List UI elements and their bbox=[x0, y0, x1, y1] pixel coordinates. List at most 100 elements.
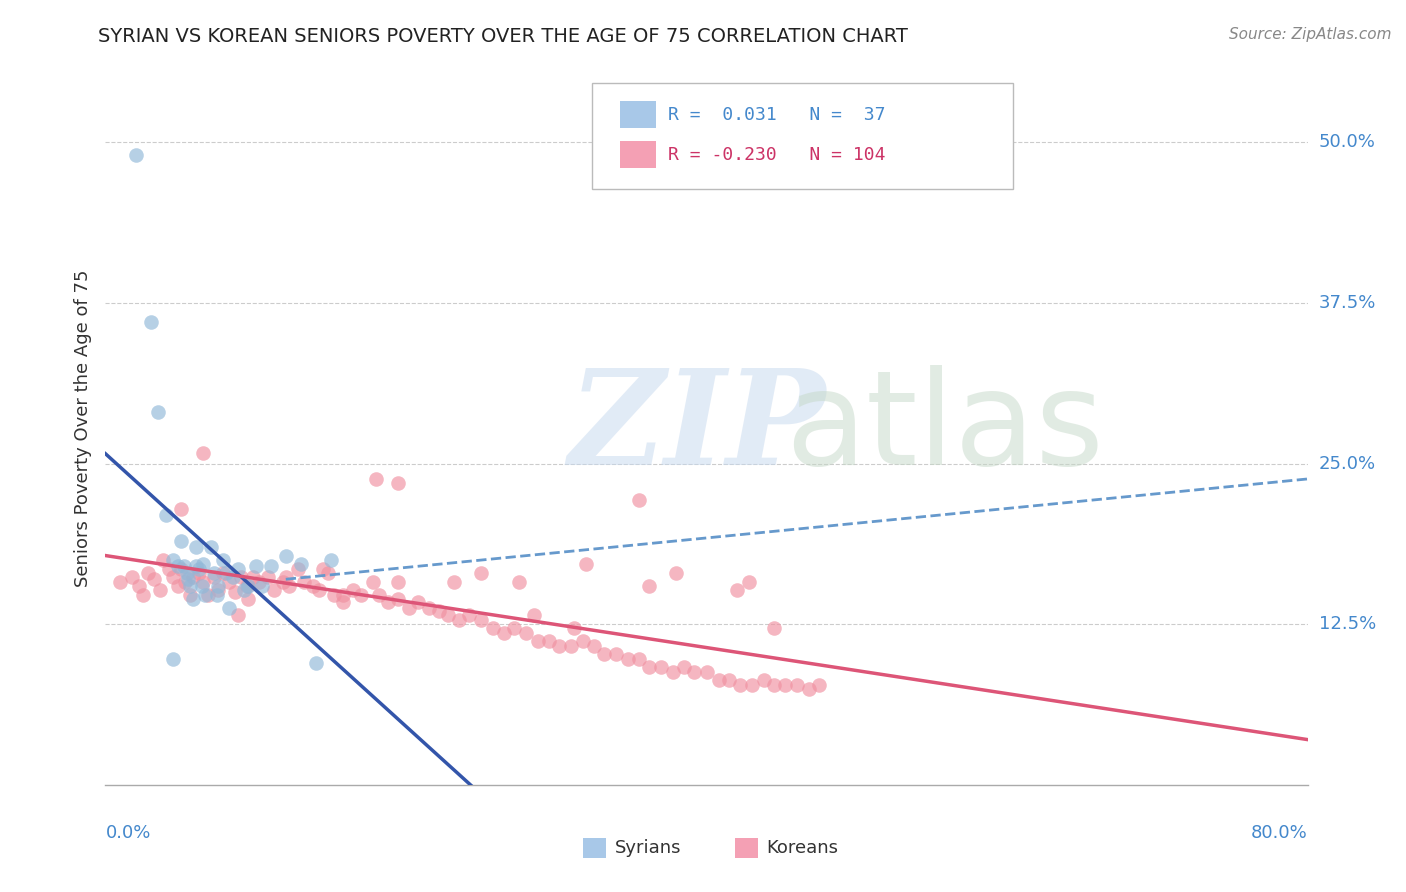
Point bbox=[377, 595, 399, 609]
Point bbox=[683, 665, 706, 679]
Point bbox=[418, 600, 440, 615]
Point bbox=[190, 579, 212, 593]
Text: ZIP: ZIP bbox=[568, 364, 825, 492]
Point bbox=[205, 588, 228, 602]
Point bbox=[763, 678, 786, 692]
Point bbox=[162, 652, 184, 666]
Point bbox=[202, 569, 225, 583]
Point bbox=[319, 553, 342, 567]
Point bbox=[184, 559, 207, 574]
Point bbox=[458, 608, 481, 623]
Point bbox=[128, 579, 150, 593]
Point bbox=[214, 566, 236, 580]
Point bbox=[427, 604, 450, 618]
Point bbox=[174, 574, 197, 589]
Point bbox=[181, 569, 204, 583]
Point bbox=[572, 634, 595, 648]
Point bbox=[548, 639, 571, 653]
Point bbox=[142, 572, 165, 586]
Point bbox=[308, 582, 330, 597]
Point bbox=[247, 574, 270, 589]
Point bbox=[627, 652, 650, 666]
Point bbox=[218, 574, 240, 589]
Point bbox=[593, 647, 616, 661]
Point bbox=[187, 562, 209, 576]
Text: R = -0.230   N = 104: R = -0.230 N = 104 bbox=[668, 146, 886, 164]
Point bbox=[672, 659, 695, 673]
Point bbox=[191, 557, 214, 571]
Point bbox=[406, 595, 429, 609]
Point bbox=[232, 582, 254, 597]
Point bbox=[312, 562, 335, 576]
Point bbox=[181, 591, 204, 606]
Point bbox=[271, 574, 294, 589]
Point bbox=[184, 540, 207, 554]
Point bbox=[437, 608, 460, 623]
Point bbox=[808, 678, 831, 692]
Text: Source: ZipAtlas.com: Source: ZipAtlas.com bbox=[1229, 27, 1392, 42]
Point bbox=[226, 608, 249, 623]
Point bbox=[797, 681, 820, 696]
Point bbox=[162, 569, 184, 583]
Point bbox=[482, 621, 505, 635]
Point bbox=[176, 566, 198, 580]
Point bbox=[218, 600, 240, 615]
Point bbox=[191, 574, 214, 589]
Point bbox=[332, 595, 354, 609]
Point bbox=[508, 574, 530, 589]
Point bbox=[169, 533, 191, 548]
Point bbox=[696, 665, 718, 679]
Point bbox=[523, 608, 546, 623]
Point bbox=[292, 574, 315, 589]
Point bbox=[235, 579, 257, 593]
Point bbox=[707, 673, 730, 687]
Point bbox=[350, 588, 373, 602]
Bar bbox=[620, 141, 657, 169]
Point bbox=[763, 621, 786, 635]
Point bbox=[238, 591, 260, 606]
Point bbox=[725, 582, 748, 597]
Point bbox=[718, 673, 741, 687]
Point bbox=[157, 562, 180, 576]
Point bbox=[387, 591, 409, 606]
Point bbox=[470, 566, 492, 580]
Text: 25.0%: 25.0% bbox=[1319, 455, 1376, 473]
Point bbox=[146, 405, 169, 419]
Point bbox=[274, 569, 297, 583]
Point bbox=[238, 579, 260, 593]
Text: Koreans: Koreans bbox=[766, 839, 838, 857]
Point bbox=[562, 621, 585, 635]
Point bbox=[207, 582, 229, 597]
Point bbox=[187, 566, 209, 580]
Text: 37.5%: 37.5% bbox=[1319, 293, 1376, 312]
Point bbox=[332, 588, 354, 602]
Point bbox=[638, 579, 661, 593]
Point bbox=[650, 659, 672, 673]
Point bbox=[443, 574, 465, 589]
Point bbox=[202, 566, 225, 580]
Point bbox=[387, 574, 409, 589]
Point bbox=[148, 582, 170, 597]
Point bbox=[139, 315, 162, 329]
Point bbox=[155, 508, 177, 522]
Point bbox=[124, 148, 146, 162]
Point bbox=[492, 626, 515, 640]
Point bbox=[537, 634, 560, 648]
Point bbox=[305, 656, 328, 670]
Point bbox=[387, 475, 409, 490]
Point bbox=[560, 639, 582, 653]
Point bbox=[222, 569, 245, 583]
Point bbox=[169, 501, 191, 516]
Text: Syrians: Syrians bbox=[614, 839, 681, 857]
Point bbox=[166, 559, 188, 574]
Text: 50.0%: 50.0% bbox=[1319, 133, 1375, 151]
Point bbox=[274, 549, 297, 563]
Point bbox=[575, 557, 598, 571]
Point bbox=[361, 574, 384, 589]
Text: R =  0.031   N =  37: R = 0.031 N = 37 bbox=[668, 106, 886, 124]
Point bbox=[245, 559, 267, 574]
Point bbox=[132, 588, 155, 602]
Point bbox=[197, 588, 219, 602]
Point bbox=[207, 579, 229, 593]
Point bbox=[263, 582, 285, 597]
